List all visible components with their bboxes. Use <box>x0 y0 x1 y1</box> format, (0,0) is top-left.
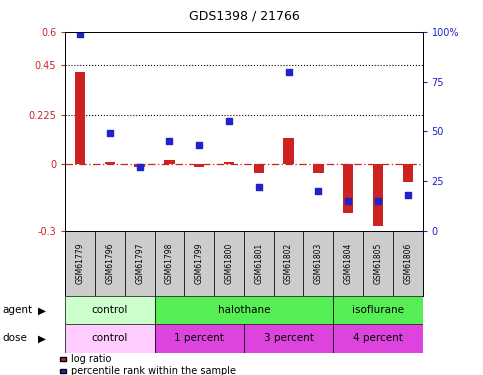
Text: ▶: ▶ <box>38 333 46 344</box>
Text: percentile rank within the sample: percentile rank within the sample <box>71 366 236 375</box>
Point <box>225 118 233 124</box>
Text: GSM61802: GSM61802 <box>284 243 293 284</box>
Bar <box>65 296 155 324</box>
Text: halothane: halothane <box>218 305 270 315</box>
Text: GSM61803: GSM61803 <box>314 243 323 284</box>
Bar <box>65 324 155 352</box>
Bar <box>244 231 274 296</box>
Bar <box>254 164 264 173</box>
Bar <box>333 296 423 324</box>
Point <box>166 138 173 144</box>
Bar <box>95 231 125 296</box>
Bar <box>75 72 85 164</box>
Bar <box>224 162 234 164</box>
Bar <box>333 231 363 296</box>
Point <box>136 164 143 170</box>
Bar <box>244 324 333 352</box>
Text: GSM61805: GSM61805 <box>373 243 383 284</box>
Bar <box>333 324 423 352</box>
Text: log ratio: log ratio <box>71 354 112 364</box>
Bar <box>125 231 155 296</box>
Bar <box>363 231 393 296</box>
Bar <box>343 164 354 213</box>
Text: control: control <box>92 333 128 344</box>
Text: agent: agent <box>2 305 32 315</box>
Point <box>404 192 412 198</box>
Bar <box>402 164 413 182</box>
Text: 4 percent: 4 percent <box>353 333 403 344</box>
Text: GSM61797: GSM61797 <box>135 243 144 284</box>
Text: GSM61801: GSM61801 <box>255 243 263 284</box>
Text: GDS1398 / 21766: GDS1398 / 21766 <box>188 9 299 22</box>
Text: GSM61806: GSM61806 <box>403 243 412 284</box>
Text: GSM61779: GSM61779 <box>76 243 85 284</box>
Text: 1 percent: 1 percent <box>174 333 224 344</box>
Bar <box>303 231 333 296</box>
Bar <box>134 164 145 166</box>
Bar <box>313 164 324 173</box>
Bar <box>214 231 244 296</box>
Bar <box>284 138 294 164</box>
Point <box>255 184 263 190</box>
Bar <box>155 296 333 324</box>
Text: ▶: ▶ <box>38 305 46 315</box>
Text: dose: dose <box>2 333 28 344</box>
Bar <box>164 160 175 164</box>
Bar <box>194 164 204 166</box>
Bar <box>155 324 244 352</box>
Text: isoflurane: isoflurane <box>352 305 404 315</box>
Point <box>76 31 84 37</box>
Bar <box>373 164 383 226</box>
Bar <box>185 231 214 296</box>
Bar <box>105 162 115 164</box>
Bar <box>65 231 95 296</box>
Text: GSM61796: GSM61796 <box>105 243 114 284</box>
Point <box>195 142 203 148</box>
Point <box>285 69 293 75</box>
Bar <box>393 231 423 296</box>
Text: GSM61804: GSM61804 <box>344 243 353 284</box>
Point <box>344 198 352 204</box>
Text: control: control <box>92 305 128 315</box>
Text: GSM61800: GSM61800 <box>225 243 233 284</box>
Point <box>106 130 114 136</box>
Bar <box>274 231 303 296</box>
Text: GSM61799: GSM61799 <box>195 243 204 284</box>
Text: GSM61798: GSM61798 <box>165 243 174 284</box>
Point <box>314 188 322 194</box>
Point <box>374 198 382 204</box>
Bar <box>155 231 185 296</box>
Text: 3 percent: 3 percent <box>264 333 313 344</box>
